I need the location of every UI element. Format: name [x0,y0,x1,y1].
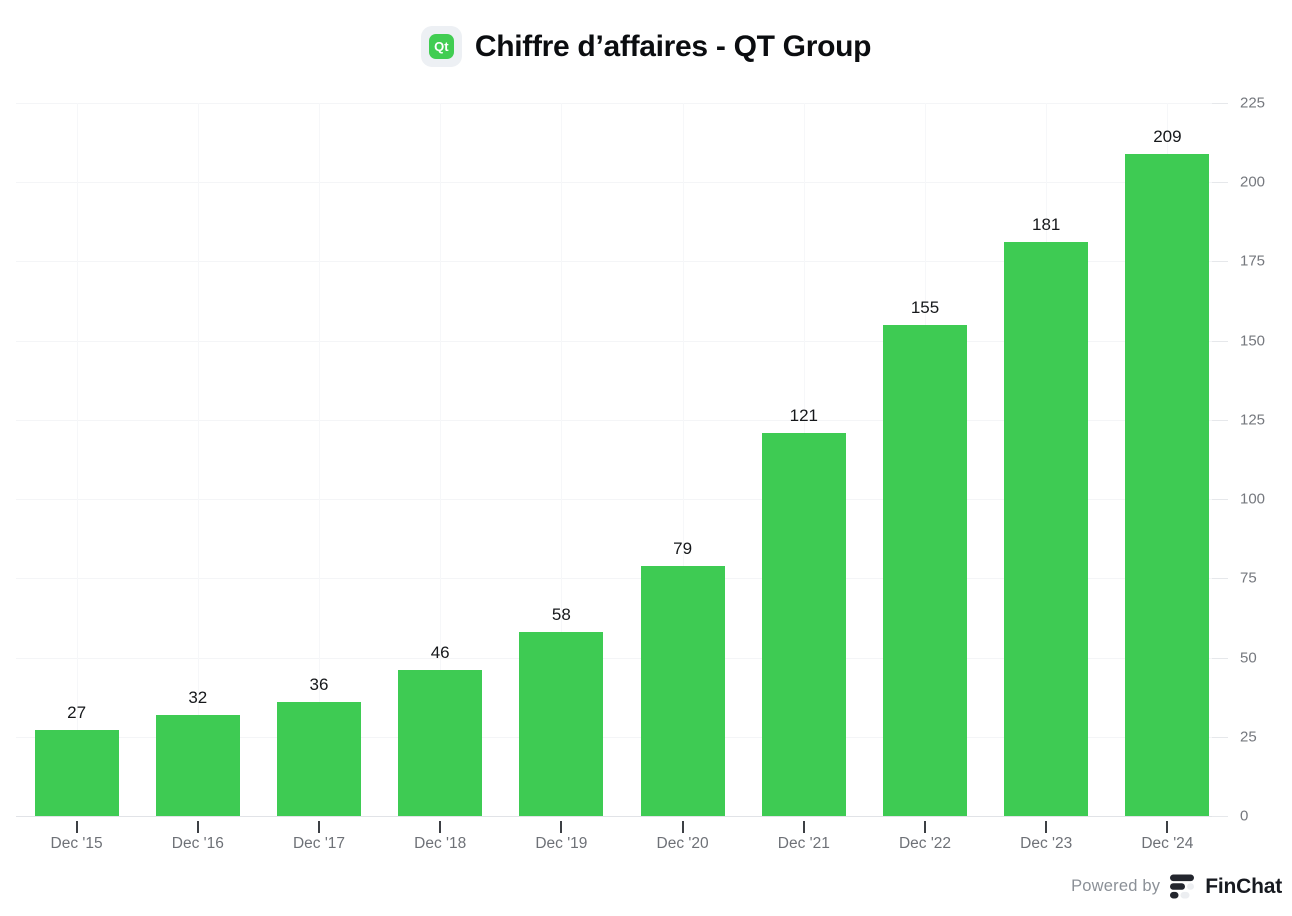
x-tick-label: Dec '22 [898,835,952,852]
y-tick-label: 100 [1240,490,1266,508]
gridline-vertical [197,103,199,816]
gridline-vertical [561,103,563,816]
bar-value-label: 32 [188,687,208,707]
chart-header: Qt Chiffre d’affaires - QT Group [0,26,1292,67]
bar-dec-17[interactable] [277,701,361,816]
bar-dec-16[interactable] [155,714,240,816]
gridline-horizontal [16,103,1228,104]
bar-value-label: 155 [910,297,940,317]
bar-dec-24[interactable] [1125,153,1210,816]
chart-title: Chiffre d’affaires - QT Group [474,29,872,63]
gridline-vertical [76,103,78,816]
bar-dec-15[interactable] [34,730,119,816]
x-tick-mark [75,821,78,833]
gridline-horizontal [16,182,1228,184]
x-tick-mark [924,821,926,833]
y-tick-mark [1212,736,1228,738]
y-tick-mark [1212,340,1228,342]
x-tick-label: Dec '19 [535,835,588,852]
bar-value-label: 58 [551,605,571,625]
x-axis-baseline [16,816,1228,817]
gridline-horizontal [16,340,1228,342]
x-tick-mark [802,821,805,833]
x-tick-mark [196,821,199,833]
x-tick-mark [1166,821,1169,833]
bar-dec-19[interactable] [519,632,604,816]
gridline-horizontal [16,657,1228,659]
y-tick-mark [1212,419,1228,421]
x-tick-label: Dec '21 [777,835,830,852]
x-tick-label: Dec '23 [1020,835,1073,852]
y-tick-label: 0 [1240,807,1249,825]
bar-dec-21[interactable] [761,432,846,816]
y-tick-label: 225 [1240,94,1266,112]
gridline-horizontal [16,736,1228,738]
bar-value-label: 209 [1153,126,1182,146]
bar-value-label: 181 [1032,215,1061,235]
x-tick-label: Dec '16 [171,835,224,852]
x-tick-label: Dec '17 [292,835,346,852]
y-tick-label: 125 [1240,411,1266,429]
gridline-horizontal [16,578,1228,580]
y-tick-mark [1212,103,1228,104]
bar-dec-22[interactable] [883,324,967,816]
bar-value-label: 36 [309,674,329,694]
x-tick-label: Dec '18 [414,835,467,852]
bar-value-label: 121 [789,405,818,425]
bar-dec-18[interactable] [398,670,483,816]
y-tick-label: 200 [1240,173,1266,191]
gridline-vertical [319,103,320,816]
x-tick-mark [681,821,684,833]
powered-by-label: Powered by [1071,877,1161,895]
gridline-horizontal [16,261,1228,263]
bar-dec-23[interactable] [1004,242,1089,816]
y-tick-label: 150 [1240,332,1266,350]
qt-logo-glyph: Qt [428,34,454,59]
y-tick-mark [1212,657,1228,659]
x-tick-label: Dec '24 [1141,835,1194,852]
y-tick-mark [1212,816,1228,817]
x-tick-mark [1045,821,1048,833]
y-tick-mark [1212,578,1228,580]
gridline-vertical [440,103,442,816]
y-tick-label: 25 [1240,728,1257,746]
y-tick-label: 50 [1240,649,1257,667]
y-tick-label: 75 [1240,569,1257,587]
x-tick-label: Dec '20 [656,835,709,852]
y-tick-mark [1212,261,1228,263]
x-tick-mark [560,821,563,833]
bar-value-label: 79 [673,538,693,558]
gridline-horizontal [16,419,1228,421]
bar-value-label: 27 [67,703,87,723]
y-tick-mark [1212,182,1228,184]
x-tick-mark [318,821,320,833]
bar-dec-20[interactable] [640,565,725,816]
bar-value-label: 46 [430,643,450,663]
finchat-logo-icon [1169,873,1196,900]
gridline-vertical [682,103,684,816]
y-tick-mark [1212,499,1228,501]
footer-attribution[interactable]: Powered by FinChat [1071,873,1282,900]
qt-logo-icon: Qt [420,26,462,67]
gridline-horizontal [16,499,1228,501]
x-tick-mark [439,821,442,833]
finchat-wordmark: FinChat [1205,874,1282,898]
x-tick-label: Dec '15 [50,835,103,852]
y-tick-label: 175 [1240,252,1266,270]
